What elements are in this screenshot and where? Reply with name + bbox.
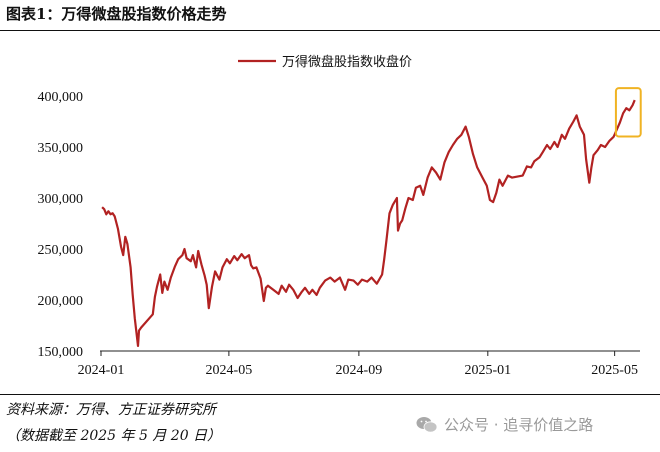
x-axis: 2024-01 2024-05 2024-09 2025-01 2025-05 xyxy=(78,351,638,378)
legend: 万得微盘股指数收盘价 xyxy=(238,54,412,70)
y-tick-label: 150,000 xyxy=(38,345,84,360)
y-tick-label: 300,000 xyxy=(38,192,84,207)
x-tick-label: 2025-01 xyxy=(464,363,511,378)
chart-canvas: 150,000 200,000 250,000 300,000 350,000 400,0… xyxy=(38,54,642,378)
legend-label: 万得微盘股指数收盘价 xyxy=(282,54,412,70)
chart-title: 图表1：万得微盘股指数价格走势 xyxy=(6,5,227,23)
bottom-rule xyxy=(0,394,660,395)
y-tick-label: 350,000 xyxy=(38,141,84,156)
watermark-text: 公众号 · 追寻价值之路 xyxy=(444,416,594,434)
y-axis: 150,000 200,000 250,000 300,000 350,000 400,0… xyxy=(38,90,84,360)
x-tick-label: 2024-05 xyxy=(206,363,253,378)
highlight-box xyxy=(614,87,642,138)
x-tick-label: 2025-05 xyxy=(591,363,638,378)
top-rule xyxy=(0,30,660,31)
date-note: （数据截至 2025 年 5 月 20 日） xyxy=(6,428,222,444)
source-text: 资料来源：万得、方正证券研究所 xyxy=(6,402,216,418)
x-tick-label: 2024-09 xyxy=(336,363,383,378)
watermark: 公众号 · 追寻价值之路 xyxy=(416,414,593,435)
series-line xyxy=(101,99,636,347)
y-tick-label: 250,000 xyxy=(38,243,84,258)
x-tick-label: 2024-01 xyxy=(78,363,125,378)
y-tick-label: 200,000 xyxy=(38,294,84,309)
wechat-icon xyxy=(416,416,438,433)
y-tick-label: 400,000 xyxy=(38,90,84,105)
